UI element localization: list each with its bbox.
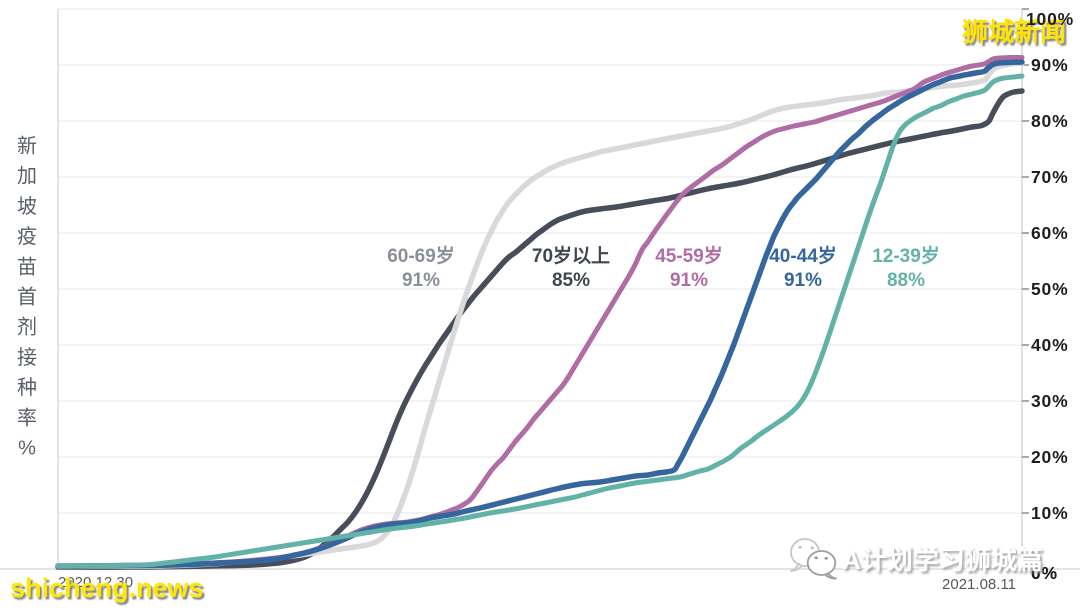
svg-text:70%: 70% — [1031, 167, 1068, 187]
svg-text:种: 种 — [17, 376, 37, 399]
svg-text:坡: 坡 — [17, 195, 37, 218]
svg-text:疫: 疫 — [17, 225, 37, 248]
svg-text:30%: 30% — [1031, 391, 1068, 411]
svg-text:加: 加 — [17, 165, 37, 188]
svg-text:A计划学习狮城篇: A计划学习狮城篇 — [842, 545, 1043, 575]
svg-text:50%: 50% — [1031, 279, 1068, 299]
svg-text:剂: 剂 — [17, 316, 37, 339]
svg-text:首: 首 — [17, 286, 37, 309]
svg-text:80%: 80% — [1031, 111, 1068, 131]
svg-text:率: 率 — [17, 406, 37, 429]
svg-text:70岁以上: 70岁以上 — [532, 244, 610, 267]
svg-text:40-44岁: 40-44岁 — [769, 244, 837, 267]
svg-text:0%: 0% — [1031, 563, 1058, 583]
svg-text:100%: 100% — [1026, 9, 1074, 29]
svg-text:45-59岁: 45-59岁 — [655, 244, 723, 267]
svg-text:2021.08.11: 2021.08.11 — [942, 576, 1016, 593]
svg-text:40%: 40% — [1031, 335, 1068, 355]
svg-text:85%: 85% — [552, 270, 590, 291]
svg-text:20%: 20% — [1031, 447, 1068, 467]
svg-text:88%: 88% — [887, 270, 925, 291]
svg-text:12-39岁: 12-39岁 — [872, 244, 940, 267]
svg-text:0%: 0% — [1031, 563, 1058, 583]
svg-text:接: 接 — [17, 346, 37, 369]
svg-text:90%: 90% — [1031, 55, 1068, 75]
svg-text:91%: 91% — [670, 270, 708, 291]
svg-text:狮城新闻: 狮城新闻 — [962, 17, 1066, 47]
svg-text:2020.12.30: 2020.12.30 — [58, 574, 133, 591]
svg-text:91%: 91% — [784, 270, 822, 291]
svg-text:91%: 91% — [402, 270, 440, 291]
svg-text:60%: 60% — [1031, 223, 1068, 243]
svg-text:shicheng.news: shicheng.news — [10, 573, 204, 603]
svg-text:苗: 苗 — [17, 255, 37, 278]
svg-text:10%: 10% — [1031, 503, 1068, 523]
svg-text:新: 新 — [17, 135, 37, 158]
svg-text:60-69岁: 60-69岁 — [387, 244, 455, 267]
svg-text:%: % — [18, 438, 36, 460]
